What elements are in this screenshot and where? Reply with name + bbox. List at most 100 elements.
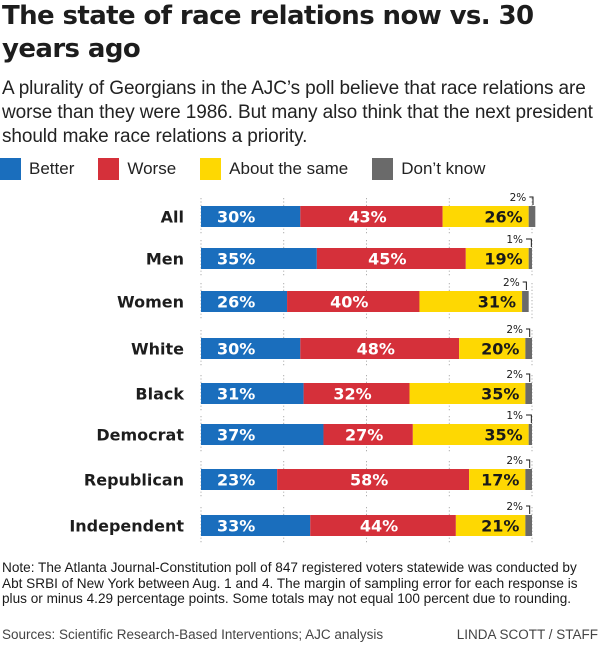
bar-segment-about-the-same xyxy=(419,291,523,312)
data-label: 43% xyxy=(348,208,386,227)
footer: Sources: Scientific Research-Based Inter… xyxy=(2,627,598,642)
bar-segment-don-t-know xyxy=(525,515,532,536)
bar-segment-about-the-same xyxy=(459,338,526,359)
bar-segment-worse xyxy=(310,515,456,536)
bar-segment-worse xyxy=(303,383,410,404)
data-label-leader xyxy=(526,505,531,514)
bar-segment-about-the-same xyxy=(455,515,526,536)
bar-segment-better xyxy=(201,515,311,536)
bar-segment-worse xyxy=(277,469,470,490)
bar-segment-don-t-know xyxy=(525,383,532,404)
category-label: Black xyxy=(135,385,184,404)
bar-segment-about-the-same xyxy=(409,383,526,404)
bar-segment-better xyxy=(201,338,301,359)
data-label: 2% xyxy=(510,192,527,204)
stacked-bar-chart: All 30% 43% 26% 2% Men 35% 45% 19% 1% Women 26% 40% 3… xyxy=(69,192,536,544)
data-label: 20% xyxy=(481,340,519,359)
legend-label-dont-know: Don’t know xyxy=(401,159,486,178)
data-label: 33% xyxy=(217,517,255,536)
data-label: 35% xyxy=(481,385,519,404)
data-label-leader xyxy=(526,328,531,337)
data-label: 35% xyxy=(217,250,255,269)
bar-segment-worse xyxy=(316,248,466,269)
data-label: 2% xyxy=(503,277,520,289)
category-label: Men xyxy=(146,250,184,269)
bar-segment-better xyxy=(201,383,304,404)
bar-segment-worse xyxy=(323,424,413,445)
bar-segment-better xyxy=(201,469,278,490)
data-label: 26% xyxy=(484,208,522,227)
legend-swatch-dont-know xyxy=(372,158,394,180)
category-label: Independent xyxy=(69,517,184,536)
category-label: White xyxy=(131,340,184,359)
data-label: 32% xyxy=(333,385,371,404)
category-label: All xyxy=(161,208,184,227)
data-label: 45% xyxy=(368,250,406,269)
bar-segment-worse xyxy=(300,206,443,227)
legend-swatch-better xyxy=(0,158,21,180)
data-label: 2% xyxy=(506,501,523,513)
bar-segment-don-t-know xyxy=(528,248,532,269)
data-label-leader xyxy=(529,196,534,205)
data-label: 2% xyxy=(506,455,523,467)
data-label: 31% xyxy=(478,293,516,312)
legend-swatch-same xyxy=(200,158,222,180)
data-label: 35% xyxy=(484,426,522,445)
data-label: 27% xyxy=(345,426,383,445)
legend: Better Worse About the same Don’t know xyxy=(0,158,509,180)
bar-segment-better xyxy=(201,424,324,445)
data-label: 30% xyxy=(217,208,255,227)
sources: Sources: Scientific Research-Based Inter… xyxy=(2,627,384,642)
category-label: Republican xyxy=(84,471,184,490)
data-label-leader xyxy=(526,373,531,382)
chart-subtitle: A plurality of Georgians in the AJC’s po… xyxy=(2,78,593,147)
bar-segment-worse xyxy=(300,338,460,359)
legend-swatch-worse xyxy=(98,158,120,180)
data-label: 2% xyxy=(506,369,523,381)
data-label-leader xyxy=(526,238,532,247)
data-label: 30% xyxy=(217,340,255,359)
bar-segment-better xyxy=(201,206,301,227)
data-label: 21% xyxy=(481,517,519,536)
credit: LINDA SCOTT / STAFF xyxy=(456,627,598,642)
data-label: 44% xyxy=(360,517,398,536)
data-label: 48% xyxy=(357,340,395,359)
data-label-leader xyxy=(526,459,531,468)
data-label-leader xyxy=(522,281,527,290)
data-label: 31% xyxy=(217,385,255,404)
data-label: 40% xyxy=(330,293,368,312)
data-label: 23% xyxy=(217,471,255,490)
data-label: 1% xyxy=(506,410,523,422)
bar-segment-about-the-same xyxy=(442,206,529,227)
legend-label-same: About the same xyxy=(229,159,349,178)
legend-item-better: Better xyxy=(0,158,74,180)
legend-label-better: Better xyxy=(29,159,75,178)
bar-segment-don-t-know xyxy=(525,469,532,490)
data-label: 1% xyxy=(506,234,523,246)
chart-title: The state of race relations now vs. 30 y… xyxy=(2,1,534,64)
data-label: 58% xyxy=(350,471,388,490)
data-label: 17% xyxy=(481,471,519,490)
bar-segment-don-t-know xyxy=(522,291,529,312)
legend-label-worse: Worse xyxy=(127,159,177,178)
bar-segment-about-the-same xyxy=(412,424,529,445)
bar-segment-better xyxy=(201,248,317,269)
legend-item-same: About the same xyxy=(200,158,348,180)
bar-segment-better xyxy=(201,291,288,312)
data-label-leader xyxy=(526,414,532,423)
methodology-note: Note: The Atlanta Journal-Constitution p… xyxy=(2,560,578,606)
bar-segment-about-the-same xyxy=(465,248,529,269)
bar-segment-don-t-know xyxy=(528,424,532,445)
category-label: Women xyxy=(117,293,184,312)
bar-segment-about-the-same xyxy=(469,469,526,490)
legend-item-dont-know: Don’t know xyxy=(372,158,485,180)
bar-segment-worse xyxy=(287,291,420,312)
bar-segment-don-t-know xyxy=(528,206,536,227)
legend-item-worse: Worse xyxy=(98,158,176,180)
bar-segment-don-t-know xyxy=(525,338,532,359)
data-label: 19% xyxy=(484,250,522,269)
category-label: Democrat xyxy=(96,426,184,445)
data-label: 26% xyxy=(217,293,255,312)
data-label: 37% xyxy=(217,426,255,445)
data-label: 2% xyxy=(506,324,523,336)
